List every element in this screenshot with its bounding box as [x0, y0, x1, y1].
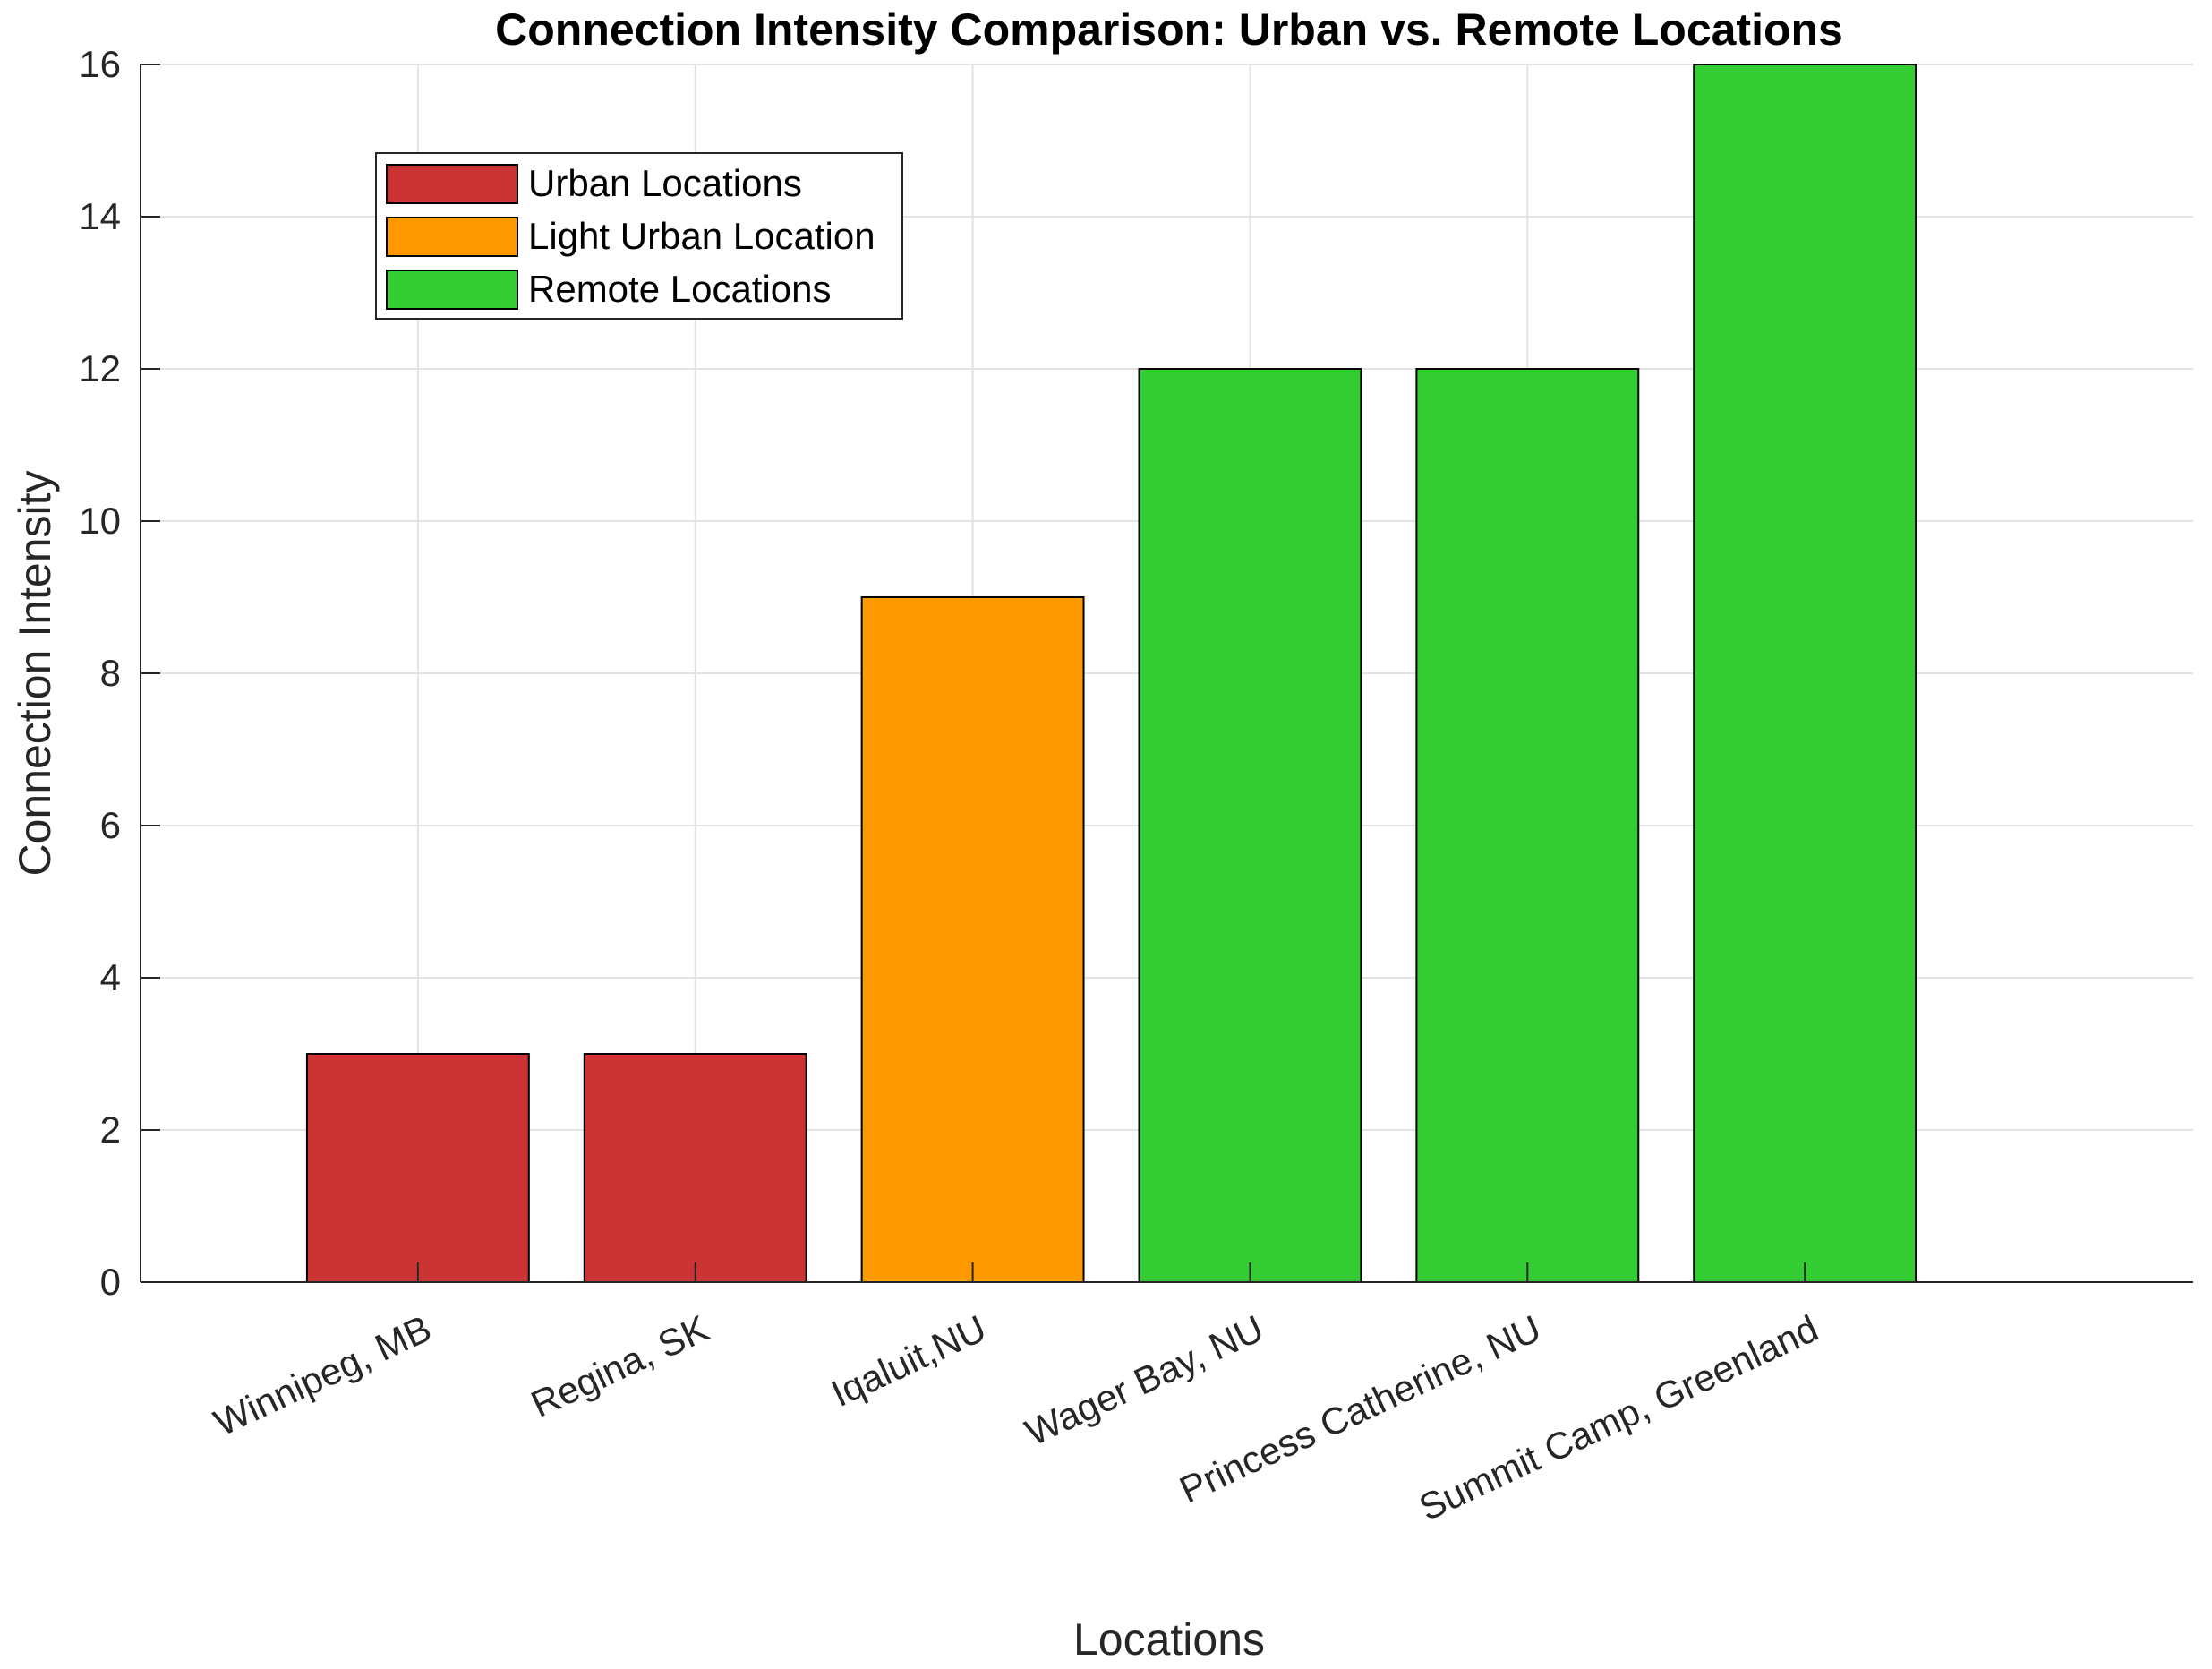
y-tick-label: 8 [100, 652, 121, 694]
legend-label: Urban Locations [528, 162, 802, 204]
y-tick-label: 6 [100, 804, 121, 846]
bar-5 [1415, 368, 1640, 1283]
bar-6 [1693, 64, 1917, 1283]
bar-3 [860, 596, 1085, 1283]
legend-label: Remote Locations [528, 268, 832, 310]
legend-swatch [386, 217, 518, 257]
y-tick-label: 12 [79, 347, 121, 389]
legend-label: Light Urban Location [528, 215, 875, 257]
bar-4 [1138, 368, 1362, 1283]
x-tick-label: Wager Bay, NU [1019, 1307, 1269, 1454]
x-tick-label: Regina, SK [525, 1307, 714, 1425]
y-tick-label: 0 [100, 1261, 121, 1303]
bars [305, 64, 1917, 1283]
bar-1 [305, 1053, 530, 1283]
legend-swatch [386, 164, 518, 204]
y-tick-label: 16 [79, 43, 121, 85]
y-tick-label: 10 [79, 500, 121, 542]
y-tick-label: 4 [100, 956, 121, 998]
legend: Urban Locations Light Urban Location Remot… [375, 152, 903, 320]
y-tick-label: 2 [100, 1108, 121, 1151]
legend-swatch [386, 270, 518, 310]
bar-2 [583, 1053, 807, 1283]
chart-title: Connection Intensity Comparison: Urban v… [495, 4, 1843, 55]
x-axis-title: Locations [1073, 1614, 1265, 1665]
legend-entries: Urban Locations Light Urban Location Remot… [386, 162, 875, 310]
y-tick-labels: 0 2 4 6 8 10 12 14 16 [79, 43, 121, 1303]
y-axis-title: Connection Intensity [10, 470, 60, 876]
axes [140, 64, 2193, 1283]
x-tick-labels: Winnipeg, MB Regina, SK Iqaluit,NU Wager Ba… [208, 1307, 1824, 1529]
x-tick-label: Iqaluit,NU [824, 1307, 992, 1416]
x-tick-label: Winnipeg, MB [208, 1307, 438, 1444]
y-tick-label: 14 [79, 195, 121, 237]
